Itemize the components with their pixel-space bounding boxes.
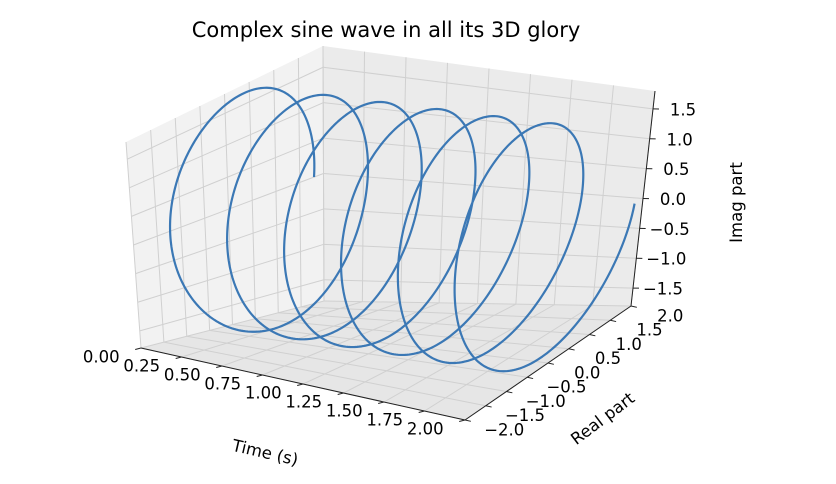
- y-tick-label: −1.0: [526, 392, 566, 411]
- z-grid-back: [323, 279, 634, 289]
- y-tick-label: 1.0: [616, 335, 642, 354]
- series-layer: [168, 86, 636, 373]
- z-tick-label: −1.0: [646, 250, 686, 269]
- z-grid-back: [323, 102, 650, 140]
- x-tick: [216, 365, 223, 368]
- z-tick-label: 0.5: [663, 160, 689, 179]
- back-pane: [323, 46, 655, 306]
- z-tick-label: −1.5: [643, 280, 683, 299]
- tick-marks: [135, 108, 660, 422]
- y-tick: [506, 391, 513, 394]
- y-tick: [485, 405, 492, 408]
- y-grid-floor: [163, 341, 486, 407]
- series-line: [168, 86, 636, 373]
- y-tick: [547, 362, 554, 365]
- chart-title: Complex sine wave in all its 3D glory: [192, 18, 581, 42]
- z-tick-label: 1.0: [667, 130, 693, 149]
- x-tick-label: 1.00: [245, 383, 282, 402]
- z-grid-left: [129, 102, 324, 189]
- z-grid-left: [135, 208, 324, 275]
- x-tick-label: 0.25: [123, 356, 160, 375]
- x-tick-label: 0.75: [204, 374, 241, 393]
- x-tick-label: 1.25: [285, 392, 322, 411]
- z-tick-label: 1.5: [670, 100, 696, 119]
- z-grid-back: [323, 66, 654, 110]
- y-tick-label: 1.5: [636, 321, 662, 340]
- y-grid-floor: [255, 318, 569, 350]
- y-tick-label: −0.5: [546, 378, 586, 397]
- y-grid-floor: [278, 312, 590, 335]
- y-tick-label: −1.5: [505, 406, 545, 425]
- y-grid-floor: [186, 335, 507, 392]
- x-tick: [459, 419, 466, 422]
- z-axis-label: Imag part: [727, 162, 746, 243]
- y-tick: [630, 305, 637, 308]
- z-tick-label: 0.0: [660, 190, 686, 209]
- y-tick: [568, 348, 575, 351]
- x-tick: [337, 392, 344, 395]
- x-tick: [175, 356, 182, 359]
- x-tick: [378, 401, 385, 404]
- x-tick-label: 1.50: [326, 401, 363, 420]
- y-grid-floor: [209, 329, 528, 378]
- y-tick-label: 0.0: [574, 363, 600, 382]
- z-grid-left: [127, 66, 324, 160]
- x-tick: [418, 410, 425, 413]
- x-tick: [297, 383, 304, 386]
- z-grid-back: [323, 243, 637, 259]
- z-grid-left: [133, 173, 324, 246]
- y-tick-label: 0.5: [595, 349, 621, 368]
- y-tick-label: 2.0: [657, 306, 683, 325]
- y-tick: [527, 376, 534, 380]
- tick-labels: 0.00 0.25 0.50 0.75 1.00 1.25 1.50 1.75 2.00 −2.0…: [83, 100, 696, 439]
- y-grid-floor: [323, 300, 632, 307]
- z-grid-back: [323, 137, 647, 170]
- y-grid-floor: [232, 324, 549, 364]
- x-tick-label: 0.00: [83, 347, 120, 366]
- z-grid-left: [139, 279, 325, 332]
- z-tick-label: −0.5: [650, 220, 690, 239]
- x-tick: [135, 347, 142, 350]
- x-tick-label: 1.75: [366, 410, 403, 429]
- y-tick: [589, 334, 596, 337]
- x-tick: [256, 374, 263, 377]
- z-grid-left: [131, 137, 324, 217]
- x-tick-label: 0.50: [164, 365, 201, 384]
- y-tick: [610, 319, 617, 323]
- y-axis-label: Real part: [567, 388, 638, 448]
- z-grid-back: [323, 173, 644, 199]
- x-tick-label: 2.00: [407, 419, 444, 438]
- y-tick-label: −2.0: [484, 420, 524, 439]
- z-grid-back: [323, 208, 640, 229]
- x-axis-label: Time (s): [229, 436, 300, 470]
- y-tick: [464, 419, 471, 422]
